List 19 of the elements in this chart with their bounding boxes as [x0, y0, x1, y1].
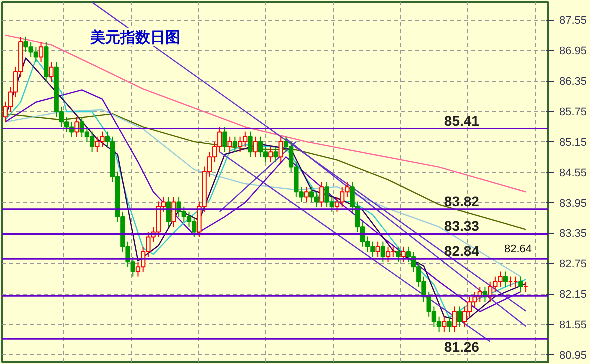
y-tick-label: 81.55: [560, 319, 588, 332]
ref-line-label: 83.33: [444, 218, 480, 234]
y-tick-label: 85.75: [560, 106, 588, 119]
ref-line-label: 83.82: [444, 193, 480, 210]
y-tick-label: 85.15: [560, 136, 588, 149]
text: 美元指数日图: [90, 28, 180, 46]
y-tick-label: 87.55: [560, 15, 588, 28]
y-tick-label: 86.95: [560, 46, 588, 58]
ref-line-label: 85.41: [444, 112, 480, 129]
ref-line-label: 82.84: [444, 243, 480, 260]
annotation: 82.64: [504, 244, 532, 256]
y-tick-label: 82.15: [560, 289, 588, 302]
y-tick-label: 80.95: [560, 350, 588, 362]
y-tick-label: 86.35: [560, 76, 588, 88]
y-tick-label: 84.55: [560, 167, 588, 180]
ref-line-label: 81.26: [444, 339, 480, 356]
y-tick-label: 83.95: [560, 198, 588, 210]
y-tick-label: 83.35: [560, 228, 588, 240]
y-tick-label: 82.75: [560, 258, 588, 271]
